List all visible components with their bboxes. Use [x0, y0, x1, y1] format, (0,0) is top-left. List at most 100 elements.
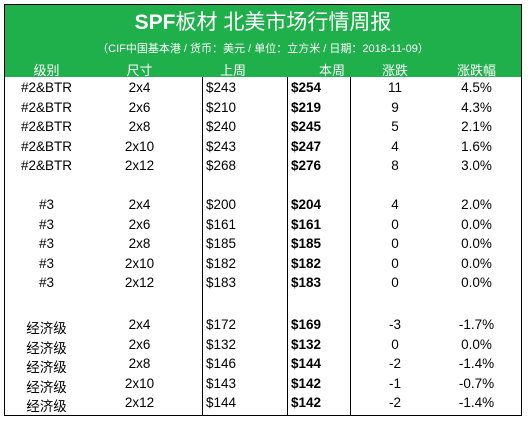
cell-grade: 经济级 — [26, 360, 67, 376]
cell-change: 0 — [391, 236, 399, 252]
cell-this-week: $132 — [291, 336, 322, 352]
cell-change-pct: 4.5% — [461, 80, 492, 95]
column-divider-left — [202, 77, 203, 415]
cell-change: 9 — [391, 99, 399, 115]
cell-change: -2 — [388, 395, 401, 411]
column-header-grade: 级别 — [33, 63, 60, 78]
cell-this-week: $247 — [291, 138, 322, 154]
cell-grade: #2&BTR — [20, 80, 73, 95]
cell-grade: #3 — [38, 216, 55, 232]
cell-last-week: $132 — [206, 336, 237, 352]
cell-change: 8 — [391, 158, 399, 174]
cell-change: 0 — [391, 255, 399, 271]
report-title-text: 板材 北美市场行情周报 — [175, 11, 392, 34]
cell-this-week: $204 — [291, 197, 322, 212]
cell-change: 0 — [391, 275, 399, 291]
cell-size: 2x6 — [128, 216, 151, 232]
report-title: SPF板材 北美市场行情周报 — [5, 9, 521, 37]
table-row: #3 2x10 $182 $182 0 0.0% — [5, 255, 521, 274]
cell-size: 2x10 — [124, 138, 155, 154]
cell-change: 5 — [391, 119, 399, 135]
cell-change-pct: 2.0% — [461, 197, 492, 212]
column-divider-middle — [287, 77, 288, 415]
cell-change: 4 — [391, 138, 399, 154]
cell-this-week: $142 — [291, 375, 322, 391]
cell-change-pct: 1.6% — [461, 138, 492, 154]
table-row: #2&BTR 2x8 $240 $245 5 2.1% — [5, 118, 521, 137]
report-subtitle: （CIF中国基本港 / 货币：美元 / 单位：立方米 / 日期：2018-11-… — [97, 43, 429, 55]
table-row: 经济级 2x4 $172 $169 -3 -1.7% — [5, 316, 521, 336]
cell-grade: #3 — [38, 197, 55, 212]
cell-grade: #3 — [38, 275, 55, 291]
cell-change-pct: -0.7% — [458, 375, 495, 391]
report-header: SPF板材 北美市场行情周报 （CIF中国基本港 / 货币：美元 / 单位：立方… — [5, 5, 521, 78]
cell-size: 2x12 — [124, 158, 155, 174]
cell-last-week: $243 — [206, 138, 237, 154]
cell-grade: #3 — [38, 236, 55, 252]
cell-change: -1 — [388, 375, 401, 391]
table-row: #3 2x6 $161 $161 0 0.0% — [5, 216, 521, 235]
cell-change-pct: 4.3% — [461, 99, 492, 115]
cell-change-pct: 0.0% — [461, 336, 492, 352]
column-header-this-week: 本周 — [318, 63, 345, 78]
cell-last-week: $182 — [206, 255, 237, 271]
cell-size: 2x10 — [124, 375, 155, 391]
cell-change: 4 — [391, 197, 399, 212]
cell-this-week: $161 — [291, 216, 322, 232]
cell-this-week: $219 — [291, 99, 322, 115]
cell-last-week: $200 — [206, 197, 237, 212]
cell-grade: #2&BTR — [20, 138, 73, 154]
cell-this-week: $183 — [291, 275, 322, 291]
cell-grade: #3 — [38, 255, 55, 271]
table-row: #3 2x4 $200 $204 4 2.0% — [5, 196, 521, 215]
column-header-change: 涨跌 — [381, 63, 408, 78]
table-row: #2&BTR 2x6 $210 $219 9 4.3% — [5, 99, 521, 118]
cell-size: 2x6 — [128, 99, 151, 115]
cell-change-pct: 3.0% — [461, 158, 492, 174]
column-header-change-pct: 涨跌幅 — [456, 63, 496, 78]
cell-change: -3 — [388, 317, 401, 332]
cell-last-week: $240 — [206, 119, 237, 135]
column-header-last-week: 上周 — [219, 63, 246, 78]
cell-grade: #2&BTR — [20, 99, 73, 115]
table-row: #3 2x8 $185 $185 0 0.0% — [5, 235, 521, 254]
price-report-table: SPF板材 北美市场行情周报 （CIF中国基本港 / 货币：美元 / 单位：立方… — [4, 4, 522, 416]
cell-size: 2x4 — [128, 317, 151, 332]
cell-change-pct: 0.0% — [461, 255, 492, 271]
cell-last-week: $143 — [206, 375, 237, 391]
cell-this-week: $169 — [291, 317, 322, 332]
table-row: 经济级 2x8 $146 $144 -2 -1.4% — [5, 355, 521, 376]
cell-size: 2x12 — [124, 395, 155, 411]
table-row: #2&BTR 2x4 $243 $254 11 4.5% — [5, 79, 521, 98]
cell-change-pct: 0.0% — [461, 275, 492, 291]
cell-grade: 经济级 — [26, 399, 67, 415]
column-header-size: 尺寸 — [126, 63, 153, 78]
cell-last-week: $183 — [206, 275, 237, 291]
cell-change: -2 — [388, 356, 401, 372]
cell-this-week: $276 — [291, 158, 322, 174]
cell-size: 2x12 — [124, 275, 155, 291]
cell-this-week: $185 — [291, 236, 322, 252]
table-row: 经济级 2x10 $143 $142 -1 -0.7% — [5, 375, 521, 395]
cell-this-week: $142 — [291, 395, 322, 411]
cell-last-week: $161 — [206, 216, 237, 232]
cell-size: 2x8 — [128, 236, 151, 252]
cell-grade: #2&BTR — [20, 158, 73, 174]
cell-change: 0 — [391, 336, 399, 352]
cell-grade: 经济级 — [26, 340, 67, 356]
cell-this-week: $144 — [291, 356, 322, 372]
cell-change-pct: 2.1% — [461, 119, 492, 135]
report-title-brand: SPF — [134, 11, 176, 34]
cell-change-pct: -1.4% — [458, 356, 495, 372]
cell-change-pct: 0.0% — [461, 216, 492, 232]
cell-change: 11 — [387, 80, 402, 95]
cell-grade: 经济级 — [26, 379, 67, 395]
cell-size: 2x8 — [128, 356, 151, 372]
cell-grade: #2&BTR — [20, 119, 73, 135]
cell-last-week: $144 — [206, 395, 237, 411]
cell-last-week: $146 — [206, 356, 237, 372]
cell-last-week: $185 — [206, 236, 237, 252]
cell-size: 2x4 — [128, 80, 151, 95]
table-row: #2&BTR 2x10 $243 $247 4 1.6% — [5, 138, 521, 157]
cell-this-week: $254 — [291, 80, 322, 95]
